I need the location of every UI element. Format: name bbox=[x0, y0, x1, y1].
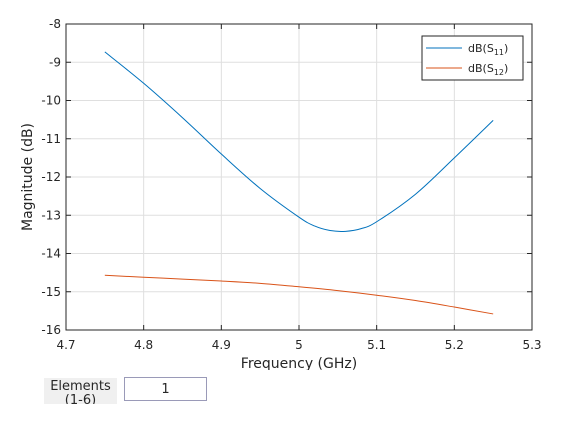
x-tick-label: 4.7 bbox=[56, 338, 75, 352]
x-tick-label: 4.9 bbox=[212, 338, 231, 352]
x-tick-label: 4.8 bbox=[134, 338, 153, 352]
series-line-0 bbox=[104, 51, 494, 232]
series-line-1 bbox=[104, 274, 494, 315]
x-axis-label: Frequency (GHz) bbox=[241, 356, 357, 370]
legend-label-1: dB(S12) bbox=[468, 62, 508, 77]
y-axis-label: Magnitude (dB) bbox=[20, 123, 36, 231]
elements-label: Elements (1-6) bbox=[44, 378, 117, 404]
elements-input[interactable] bbox=[124, 377, 207, 401]
y-tick-label: -15 bbox=[41, 285, 61, 299]
elements-control: Elements (1-6) bbox=[44, 376, 214, 406]
x-tick-label: 5.2 bbox=[445, 338, 464, 352]
elements-label-range: (1-6) bbox=[64, 393, 97, 405]
y-tick-label: -16 bbox=[41, 323, 61, 337]
chart: 4.7 4.8 4.9 5 5.1 5.2 5.3 -8 -9 -10 -11 -12 -13 -14 -1… bbox=[20, 17, 542, 370]
y-tick-label: -11 bbox=[41, 132, 61, 146]
x-tick-label: 5 bbox=[295, 338, 303, 352]
y-tick-label: -10 bbox=[41, 94, 61, 108]
plot-area bbox=[104, 51, 494, 315]
legend: dB(S11) dB(S12) bbox=[421, 35, 524, 81]
x-tick-label: 5.3 bbox=[522, 338, 541, 352]
axes: 4.7 4.8 4.9 5 5.1 5.2 5.3 -8 -9 -10 -11 -12 -13 -14 -1… bbox=[41, 17, 541, 352]
axes-box bbox=[65, 23, 533, 331]
y-tick-label: -14 bbox=[41, 247, 61, 261]
y-tick-label: -12 bbox=[41, 170, 61, 184]
y-tick-label: -8 bbox=[49, 17, 61, 31]
y-tick-label: -9 bbox=[49, 55, 61, 69]
legend-box bbox=[421, 35, 524, 81]
x-tick-label: 5.1 bbox=[367, 338, 386, 352]
elements-label-text: Elements bbox=[50, 379, 111, 394]
legend-label-0: dB(S11) bbox=[468, 42, 508, 57]
y-tick-label: -13 bbox=[41, 208, 61, 222]
